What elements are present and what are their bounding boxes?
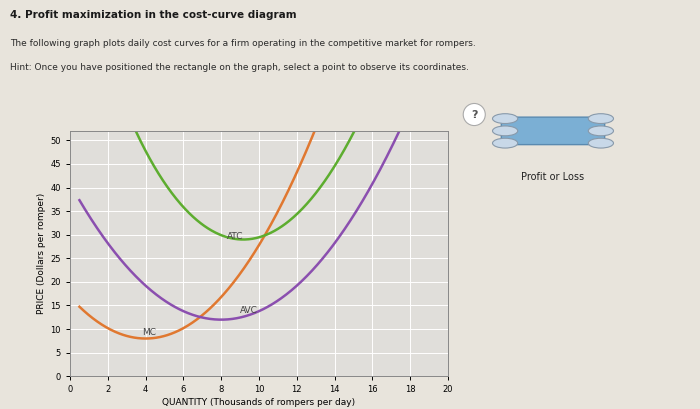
FancyBboxPatch shape [501,117,605,145]
Text: AVC: AVC [240,306,258,315]
Text: MC: MC [142,328,156,337]
Text: ?: ? [471,110,477,119]
Circle shape [493,114,518,124]
X-axis label: QUANTITY (Thousands of rompers per day): QUANTITY (Thousands of rompers per day) [162,398,356,407]
Text: Hint: Once you have positioned the rectangle on the graph, select a point to obs: Hint: Once you have positioned the recta… [10,63,470,72]
Text: The following graph plots daily cost curves for a firm operating in the competit: The following graph plots daily cost cur… [10,39,476,48]
Y-axis label: PRICE (Dollars per romper): PRICE (Dollars per romper) [37,193,46,314]
Circle shape [588,114,613,124]
Text: ATC: ATC [227,232,244,241]
Circle shape [588,138,613,148]
Circle shape [493,126,518,136]
Text: Profit or Loss: Profit or Loss [522,172,584,182]
Circle shape [493,138,518,148]
Circle shape [463,103,485,126]
Circle shape [588,126,613,136]
Text: 4. Profit maximization in the cost-curve diagram: 4. Profit maximization in the cost-curve… [10,10,297,20]
